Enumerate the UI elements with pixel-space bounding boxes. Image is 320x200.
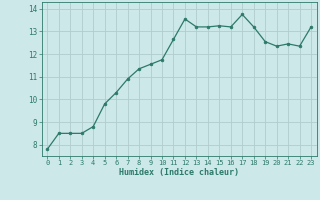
X-axis label: Humidex (Indice chaleur): Humidex (Indice chaleur) <box>119 168 239 177</box>
